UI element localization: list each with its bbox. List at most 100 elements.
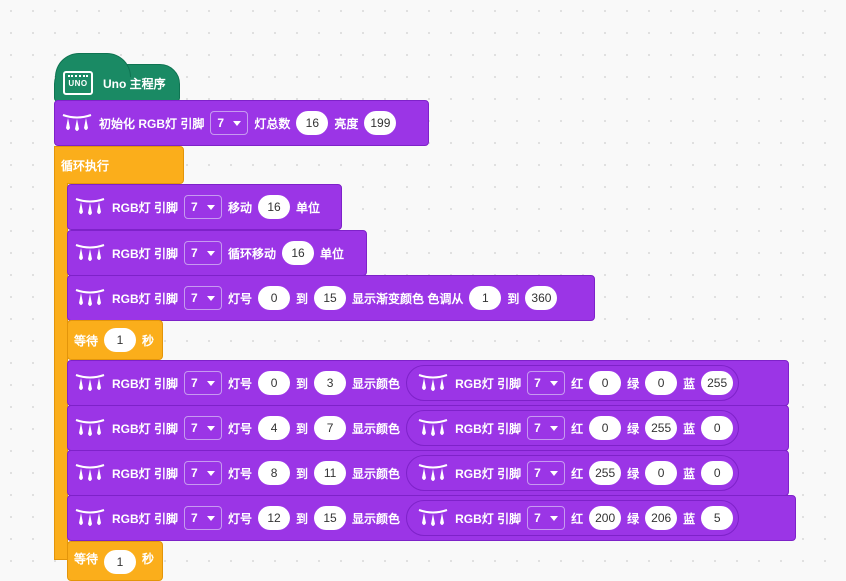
- brightness-input[interactable]: 199: [364, 111, 397, 135]
- blue-input[interactable]: 0: [701, 461, 734, 485]
- rgb-led-icon: [75, 464, 105, 481]
- init-rgb-block[interactable]: 初始化 RGB灯 引脚 7 灯总数 16 亮度 199: [54, 100, 429, 146]
- reporter-label: RGB灯 引脚: [455, 376, 522, 391]
- reporter-pin-dropdown[interactable]: 7: [527, 506, 566, 530]
- main-program-hat-block[interactable]: UNO Uno 主程序: [54, 53, 180, 102]
- red-input[interactable]: 0: [589, 371, 622, 395]
- chevron-down-icon: [233, 120, 242, 126]
- show-color-label: 显示颜色: [352, 466, 401, 481]
- lamp-to-input[interactable]: 11: [314, 461, 347, 485]
- lamp-to-input[interactable]: 3: [314, 371, 347, 395]
- reporter-label: RGB灯 引脚: [455, 421, 522, 436]
- wait-value-input[interactable]: 1: [104, 550, 137, 574]
- pin-dropdown[interactable]: 7: [184, 195, 223, 219]
- gradient-show-label: 显示渐变颜色 色调从: [352, 291, 464, 306]
- blue-input[interactable]: 0: [701, 416, 734, 440]
- red-label: 红: [571, 466, 584, 481]
- rgb-color-reporter[interactable]: RGB灯 引脚 7 红 0 绿 0 蓝 255: [406, 365, 740, 401]
- rgb-led-icon: [75, 198, 105, 215]
- blue-label: 蓝: [683, 376, 696, 391]
- color-block-label: RGB灯 引脚: [112, 376, 179, 391]
- rgb-color-reporter[interactable]: RGB灯 引脚 7 红 200 绿 206 蓝 5: [406, 500, 740, 536]
- set-color-block[interactable]: RGB灯 引脚 7 灯号 8 到 11 显示颜色 RGB灯 引脚 7 红 255…: [67, 450, 789, 496]
- wait-block[interactable]: 等待 1 秒: [67, 320, 163, 360]
- lamp-label: 灯号: [228, 511, 253, 526]
- color-block-label: RGB灯 引脚: [112, 511, 179, 526]
- move-amount-input[interactable]: 16: [258, 195, 291, 219]
- cycle-move-unit-label: 单位: [320, 246, 345, 261]
- pin-dropdown[interactable]: 7: [210, 111, 249, 135]
- cycle-move-amount-input[interactable]: 16: [282, 241, 315, 265]
- rgb-led-icon: [75, 289, 105, 306]
- red-input[interactable]: 200: [589, 506, 622, 530]
- main-program-label: Uno 主程序: [103, 76, 166, 91]
- wait-value-input[interactable]: 1: [104, 328, 137, 352]
- pin-dropdown[interactable]: 7: [184, 286, 223, 310]
- pin-dropdown[interactable]: 7: [184, 241, 223, 265]
- green-label: 绿: [627, 376, 640, 391]
- rgb-color-reporter[interactable]: RGB灯 引脚 7 红 0 绿 255 蓝 0: [406, 410, 740, 446]
- show-color-label: 显示颜色: [352, 511, 401, 526]
- lamp-from-input[interactable]: 0: [258, 286, 291, 310]
- set-color-block[interactable]: RGB灯 引脚 7 灯号 4 到 7 显示颜色 RGB灯 引脚 7 红 0 绿 …: [67, 405, 789, 451]
- pin-dropdown[interactable]: 7: [184, 371, 223, 395]
- cycle-move-action-label: 循环移动: [228, 246, 277, 261]
- green-label: 绿: [627, 511, 640, 526]
- rgb-led-icon: [62, 114, 92, 131]
- red-label: 红: [571, 421, 584, 436]
- wait-block[interactable]: 等待 1 秒: [67, 541, 163, 581]
- hue-to-label: 到: [507, 291, 520, 306]
- count-label: 灯总数: [254, 116, 291, 131]
- chevron-down-icon: [207, 295, 216, 301]
- lamp-from-input[interactable]: 12: [258, 506, 291, 530]
- wait-label: 等待: [74, 333, 99, 348]
- hue-from-input[interactable]: 1: [469, 286, 502, 310]
- rgb-led-icon: [75, 419, 105, 436]
- move-label: RGB灯 引脚: [112, 200, 179, 215]
- to-label: 到: [296, 511, 309, 526]
- wait-label: 等待: [74, 552, 99, 566]
- pin-dropdown[interactable]: 7: [184, 416, 223, 440]
- set-color-block[interactable]: RGB灯 引脚 7 灯号 0 到 3 显示颜色 RGB灯 引脚 7 红 0 绿 …: [67, 360, 789, 406]
- reporter-pin-dropdown[interactable]: 7: [527, 371, 566, 395]
- hue-to-input[interactable]: 360: [525, 286, 558, 310]
- reporter-pin-dropdown[interactable]: 7: [527, 416, 566, 440]
- lamp-from-input[interactable]: 0: [258, 371, 291, 395]
- set-color-block[interactable]: RGB灯 引脚 7 灯号 12 到 15 显示颜色 RGB灯 引脚 7 红 20…: [67, 495, 796, 541]
- lamp-label: 灯号: [228, 291, 253, 306]
- green-label: 绿: [627, 421, 640, 436]
- blue-input[interactable]: 255: [701, 371, 734, 395]
- lamp-to-input[interactable]: 15: [314, 506, 347, 530]
- loop-block-header[interactable]: 循环执行: [54, 146, 184, 184]
- lamp-label: 灯号: [228, 376, 253, 391]
- cycle-move-block[interactable]: RGB灯 引脚 7 循环移动 16 单位: [67, 230, 367, 276]
- move-block[interactable]: RGB灯 引脚 7 移动 16 单位: [67, 184, 342, 230]
- lamp-to-input[interactable]: 15: [314, 286, 347, 310]
- pin-dropdown[interactable]: 7: [184, 461, 223, 485]
- blue-input[interactable]: 5: [701, 506, 734, 530]
- lamp-to-input[interactable]: 7: [314, 416, 347, 440]
- to-label: 到: [296, 376, 309, 391]
- reporter-pin-dropdown[interactable]: 7: [527, 461, 566, 485]
- rgb-color-reporter[interactable]: RGB灯 引脚 7 红 255 绿 0 蓝 0: [406, 455, 740, 491]
- to-label: 到: [296, 421, 309, 436]
- green-input[interactable]: 255: [645, 416, 678, 440]
- move-action-label: 移动: [228, 200, 253, 215]
- wait-unit-label: 秒: [142, 552, 155, 566]
- rgb-led-icon: [418, 464, 448, 481]
- lamp-from-input[interactable]: 8: [258, 461, 291, 485]
- chevron-down-icon: [207, 515, 216, 521]
- to-label: 到: [296, 466, 309, 481]
- red-input[interactable]: 0: [589, 416, 622, 440]
- pin-dropdown[interactable]: 7: [184, 506, 223, 530]
- green-input[interactable]: 0: [645, 371, 678, 395]
- green-input[interactable]: 0: [645, 461, 678, 485]
- green-input[interactable]: 206: [645, 506, 678, 530]
- chevron-down-icon: [550, 380, 559, 386]
- loop-block-arm: [54, 183, 68, 560]
- gradient-block[interactable]: RGB灯 引脚 7 灯号 0 到 15 显示渐变颜色 色调从 1 到 360: [67, 275, 595, 321]
- red-input[interactable]: 255: [589, 461, 622, 485]
- red-label: 红: [571, 511, 584, 526]
- count-input[interactable]: 16: [296, 111, 329, 135]
- lamp-from-input[interactable]: 4: [258, 416, 291, 440]
